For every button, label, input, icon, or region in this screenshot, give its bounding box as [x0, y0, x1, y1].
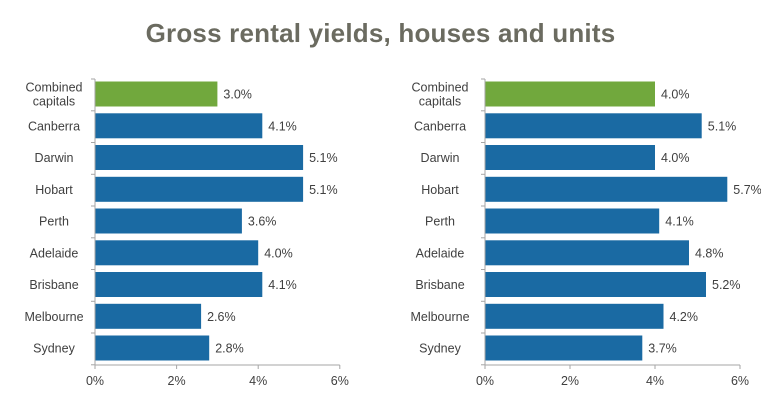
category-label: Perth — [39, 215, 69, 229]
bar — [485, 81, 655, 107]
bar — [95, 335, 210, 361]
bar — [485, 113, 702, 139]
bar — [485, 145, 655, 170]
category-label: Sydney — [419, 342, 461, 356]
data-label: 4.1% — [268, 278, 297, 292]
x-tick-label: 4% — [249, 374, 267, 388]
data-label: 4.1% — [665, 215, 694, 229]
data-label: 5.7% — [733, 183, 761, 197]
bar — [95, 240, 259, 266]
chart-units: 4.0% Combined capitals 5.1% Canberra 4.0% Darw… — [410, 78, 761, 388]
category-label: Hobart — [421, 183, 459, 197]
bar — [485, 272, 706, 297]
x-tick-label: 6% — [331, 374, 349, 388]
category-label: Canberra — [414, 119, 466, 133]
data-label: 5.1% — [708, 119, 737, 133]
data-label: 2.6% — [207, 310, 236, 324]
category-label: Brisbane — [415, 278, 464, 292]
data-label: 4.2% — [670, 310, 699, 324]
data-label: 4.0% — [264, 246, 293, 260]
x-tick-label: 2% — [168, 374, 186, 388]
category-label: Sydney — [33, 342, 75, 356]
bar — [485, 208, 660, 234]
bar — [95, 272, 263, 297]
bar — [485, 240, 689, 266]
x-tick-label: 0% — [476, 374, 494, 388]
chart-houses: 3.0% Combined capitals 4.1% Canberra 5.1% Darw… — [24, 78, 349, 388]
data-label: 3.7% — [648, 342, 677, 356]
bar — [485, 335, 643, 361]
data-label: 3.6% — [248, 215, 277, 229]
x-tick-label: 0% — [86, 374, 104, 388]
data-label: 5.2% — [712, 278, 741, 292]
category-label: Melbourne — [24, 310, 83, 324]
category-label: Adelaide — [30, 246, 79, 260]
bar — [95, 113, 263, 139]
category-label: Perth — [425, 215, 455, 229]
category-label: Combined capitals — [412, 81, 469, 109]
category-label: Darwin — [421, 151, 460, 165]
bar — [95, 303, 202, 329]
category-label: Brisbane — [29, 278, 78, 292]
x-tick-label: 4% — [646, 374, 664, 388]
bar — [95, 208, 242, 234]
data-label: 2.8% — [215, 342, 244, 356]
x-tick-label: 2% — [561, 374, 579, 388]
category-label: Melbourne — [410, 310, 469, 324]
data-label: 3.0% — [223, 88, 252, 102]
data-label: 5.1% — [309, 151, 338, 165]
bar — [95, 145, 304, 170]
data-label: 4.1% — [268, 119, 297, 133]
data-label: 4.8% — [695, 246, 724, 260]
category-label: Hobart — [35, 183, 73, 197]
category-label: Combined capitals — [26, 81, 83, 109]
bar — [95, 176, 304, 202]
bar — [95, 81, 218, 107]
data-label: 4.0% — [661, 151, 690, 165]
category-label: Darwin — [35, 151, 74, 165]
data-label: 5.1% — [309, 183, 338, 197]
data-label: 4.0% — [661, 88, 690, 102]
bar — [485, 176, 728, 202]
category-label: Adelaide — [416, 246, 465, 260]
chart-title: Gross rental yields, houses and units — [145, 18, 616, 48]
category-label: Canberra — [28, 119, 80, 133]
x-tick-label: 6% — [731, 374, 749, 388]
bar — [485, 303, 664, 329]
